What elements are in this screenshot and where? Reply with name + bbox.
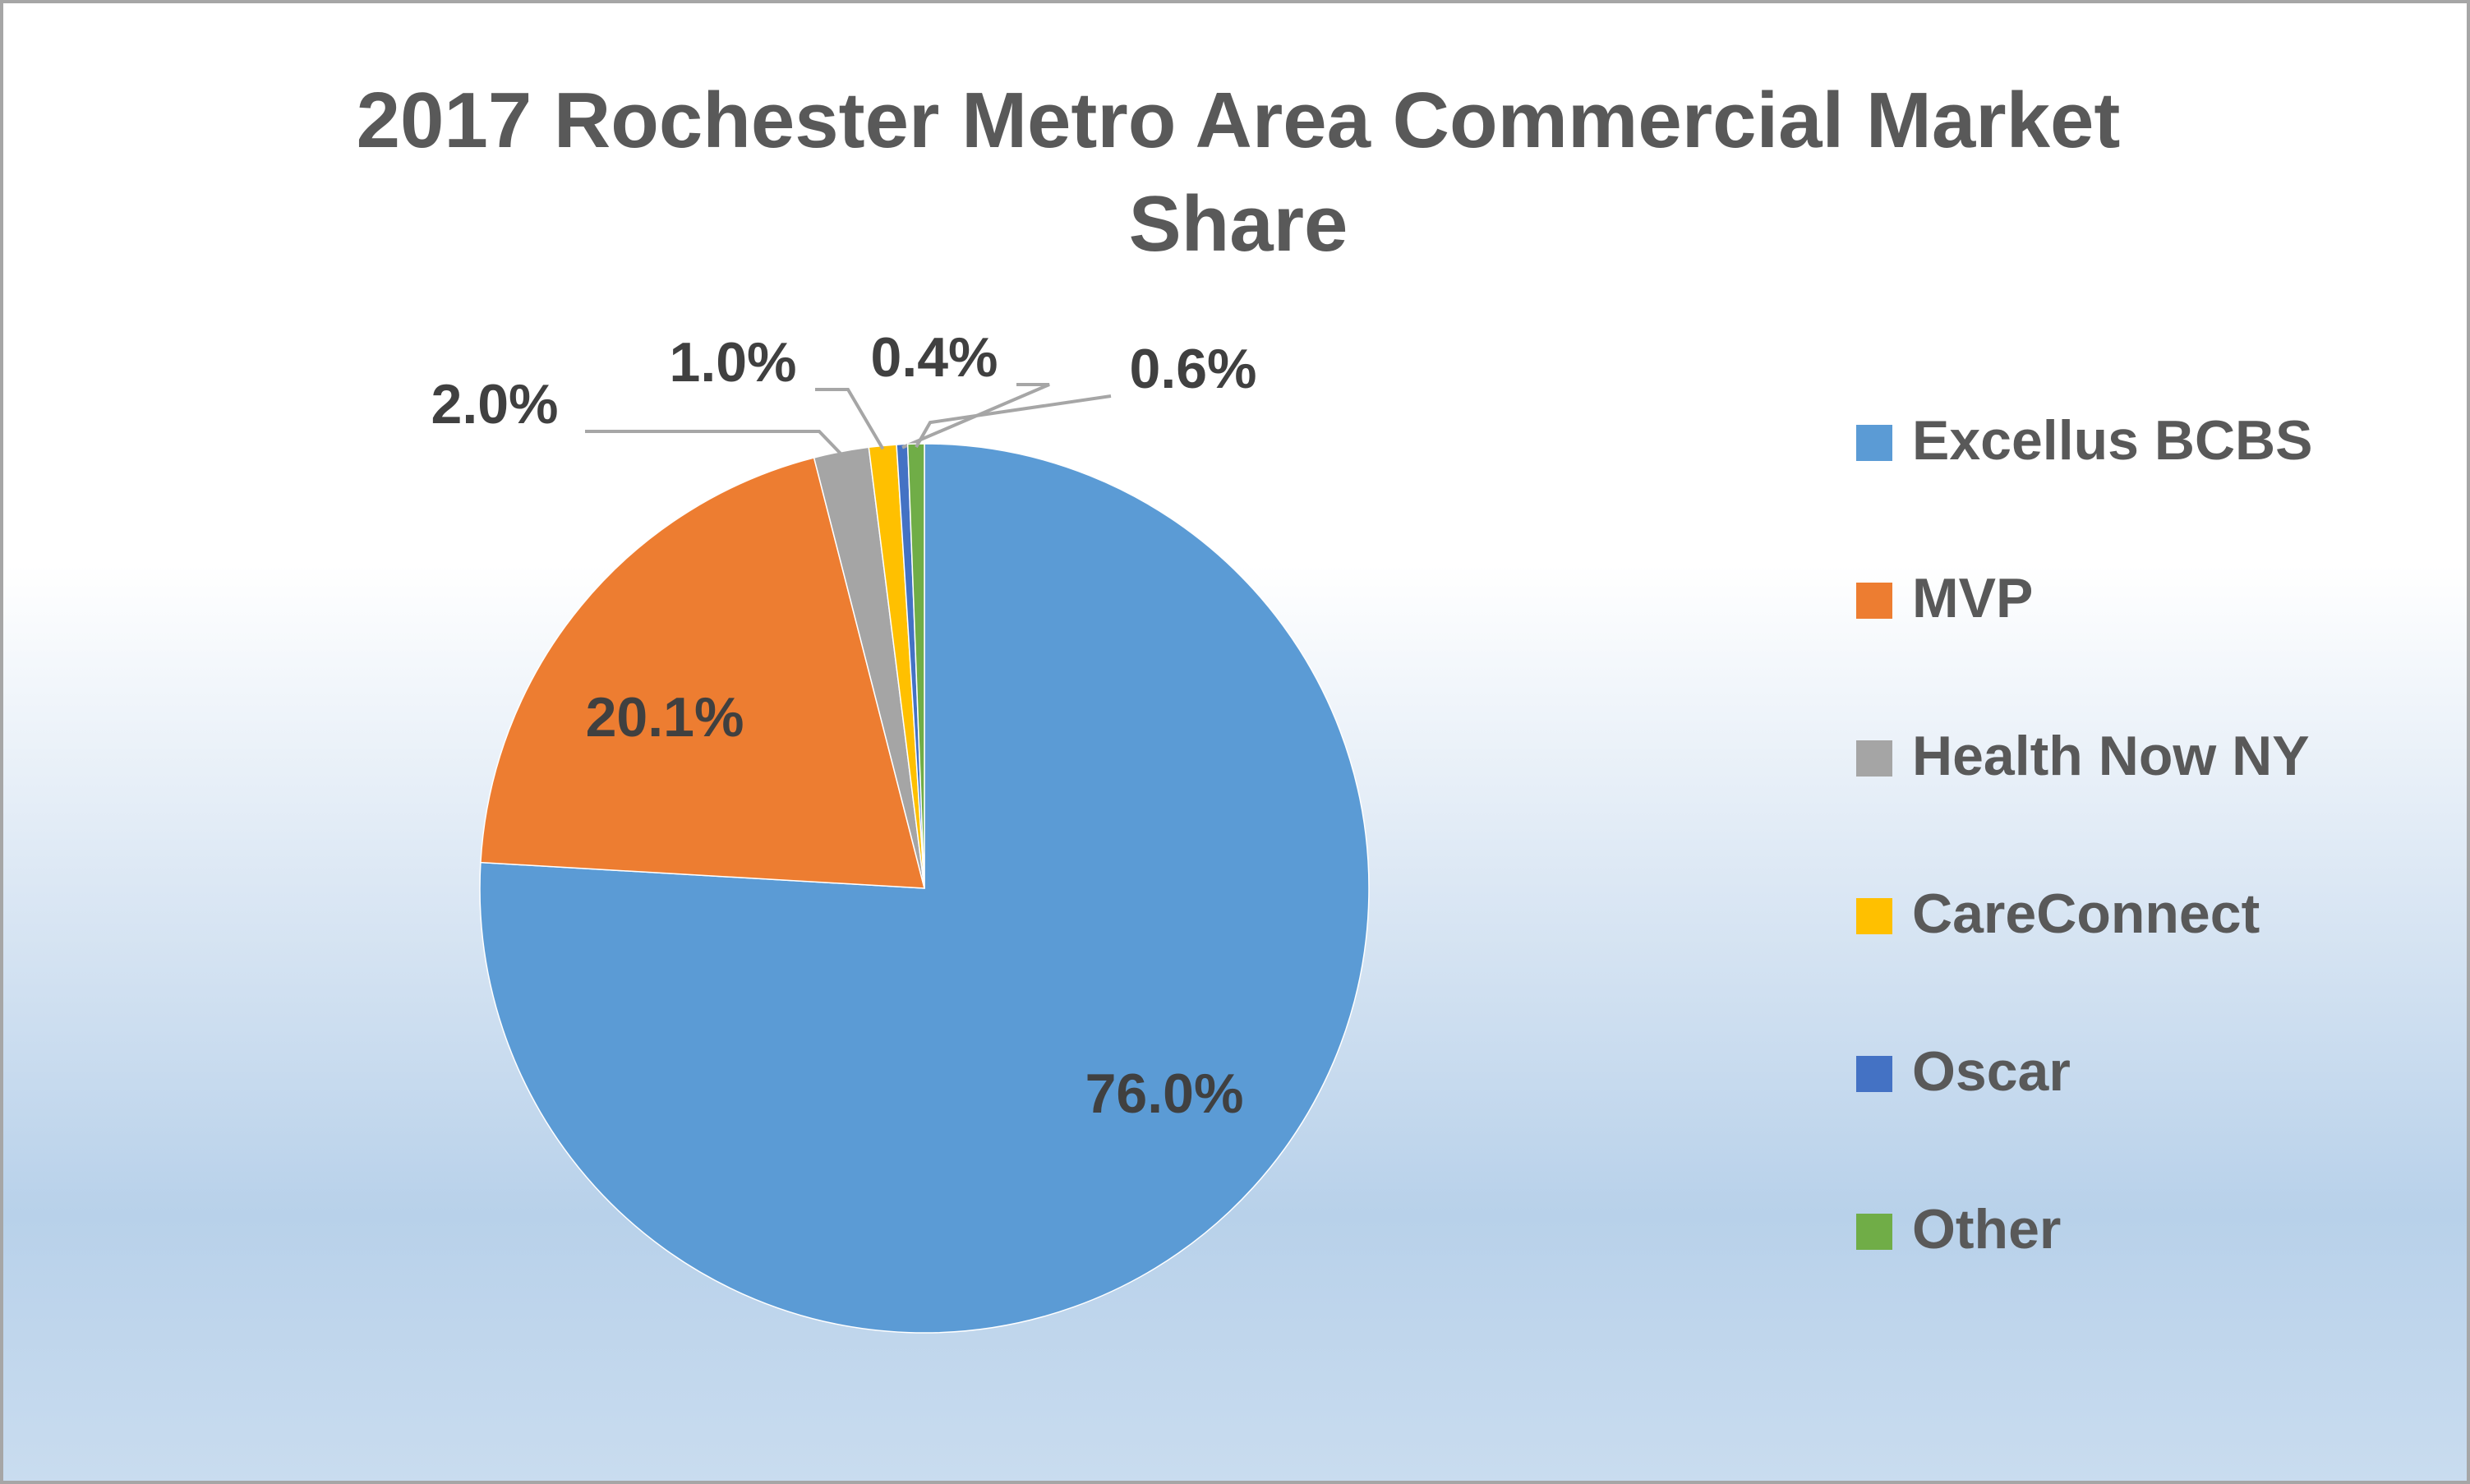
leader-line bbox=[901, 383, 1050, 449]
data-label: 0.6% bbox=[1130, 338, 1257, 400]
data-label: 76.0% bbox=[1085, 1062, 1244, 1125]
pie-slice bbox=[480, 457, 925, 889]
legend-label: CareConnect bbox=[1912, 883, 2260, 945]
legend-label: Oscar bbox=[1912, 1040, 2071, 1103]
legend-swatch bbox=[1856, 425, 1892, 461]
legend-swatch bbox=[1856, 583, 1892, 619]
leader-line bbox=[815, 388, 885, 450]
legend-swatch bbox=[1856, 898, 1892, 934]
pie-slice bbox=[906, 443, 925, 889]
data-label: 1.0% bbox=[670, 331, 797, 394]
data-label: 20.1% bbox=[586, 686, 744, 749]
data-label: 2.0% bbox=[431, 373, 559, 436]
legend-label: Other bbox=[1912, 1198, 2061, 1260]
plot: 76.0% 20.1% 2.0% 1.0% 0.4% 0.6% Excellus BCBS M… bbox=[431, 326, 2313, 1334]
legend-label: Excellus BCBS bbox=[1912, 409, 2313, 472]
legend-label: Health Now NY bbox=[1912, 725, 2310, 787]
data-label: 0.4% bbox=[871, 326, 998, 389]
chart-title: 2017 Rochester Metro Area Commercial Mar… bbox=[356, 76, 2121, 268]
legend-swatch bbox=[1856, 740, 1892, 777]
legend-swatch bbox=[1856, 1056, 1892, 1092]
legend-label: MVP bbox=[1912, 567, 2033, 629]
legend-swatch bbox=[1856, 1214, 1892, 1250]
leader-line bbox=[915, 394, 1112, 449]
leader-line bbox=[585, 430, 843, 456]
